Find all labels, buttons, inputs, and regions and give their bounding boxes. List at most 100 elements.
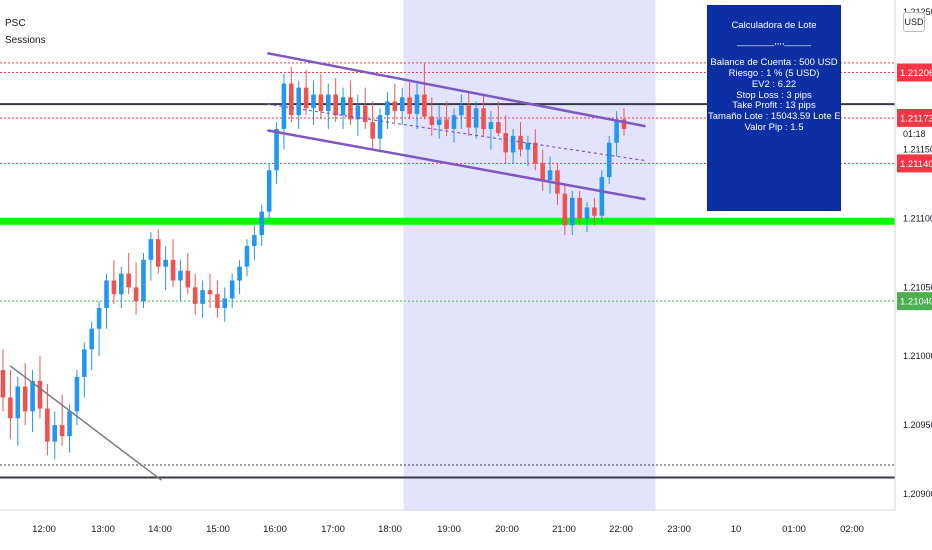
candle-body [340, 97, 346, 116]
candle-body [481, 108, 486, 129]
lot-calculator-panel: Calculadora de Lote _______,,,,_____ Bal… [707, 5, 841, 211]
candle-body [532, 142, 538, 164]
calculator-line-stop-loss: Stop Loss : 3 pips [736, 90, 812, 101]
candle-body [399, 97, 405, 112]
candle-body [289, 83, 294, 116]
candle-body [52, 425, 58, 442]
indicator-label-sessions[interactable]: Sessions [5, 35, 46, 46]
price-badge-label: 1.21173 [900, 113, 932, 124]
candle-body [392, 101, 398, 112]
candle-body [466, 105, 472, 128]
candle-body [569, 197, 575, 226]
candle-body [414, 94, 420, 114]
candle-body [451, 115, 457, 129]
calculator-line-lot-size: Tamaño Lote : 15043.59 Lote Estandar [708, 111, 840, 122]
candle-body [599, 177, 605, 216]
candle-body [444, 119, 449, 129]
price-tick-label: 1.20950 [903, 420, 932, 430]
candle-body [185, 270, 191, 288]
candle-body [133, 287, 139, 302]
candle-body [518, 135, 523, 150]
time-axis-bg [0, 510, 932, 550]
channel-lower-line [267, 129, 646, 201]
session-area [403, 0, 656, 510]
price-axis-bg [895, 0, 932, 550]
price-tick-label: 1.21050 [903, 282, 932, 292]
price-tick-label: 1.21150 [903, 145, 932, 155]
candle-body [296, 87, 302, 116]
candle-body [303, 87, 309, 109]
calculator-separator: _______,,,,_____ [737, 36, 811, 47]
candle-body [259, 211, 265, 236]
time-tick-label: 18:00 [378, 524, 402, 535]
candle-body [30, 381, 35, 412]
currency-button[interactable]: USD [903, 12, 925, 32]
price-badge [897, 154, 932, 173]
candle-body [562, 193, 568, 226]
price-tick-label: 1.21000 [903, 351, 932, 361]
time-tick-label: 20:00 [495, 524, 519, 535]
candle-body [377, 115, 383, 139]
candle-body [503, 133, 509, 153]
candle-body [8, 397, 13, 419]
time-tick-label: 14:00 [148, 524, 172, 535]
candle-body [362, 105, 368, 123]
candle-body [148, 239, 154, 260]
price-tick-label: 1.21100 [903, 213, 932, 223]
calculator-line-pip-value: Valor Pip : 1.5 [744, 122, 804, 133]
candle-body [118, 273, 124, 295]
candle-body [200, 290, 205, 304]
time-tick-label: 19:00 [437, 524, 461, 535]
candle-body [614, 119, 619, 143]
candle-body [318, 94, 324, 112]
calculator-title: Calculadora de Lote [731, 21, 817, 31]
time-tick-label: 23:00 [667, 524, 691, 535]
time-tick-label: 02:00 [840, 524, 864, 535]
time-tick-label: 16:00 [263, 524, 287, 535]
trend-line [9, 365, 162, 481]
calculator-line-ev2: EV2 : 6.22 [751, 79, 797, 90]
time-tick-label: 15:00 [206, 524, 230, 535]
candle-body [178, 270, 183, 281]
time-tick-label: 12:00 [32, 524, 56, 535]
calculator-line-balance: Balance de Cuenta : 500 USD [710, 58, 838, 69]
candle-body [215, 294, 220, 309]
candle-body [274, 128, 279, 171]
candle-body [244, 246, 250, 267]
price-badge-label: 1.21206 [900, 68, 932, 79]
candle-body [45, 408, 50, 442]
calculator-line-risk: Riesgo : 1 % (5 USD) [728, 69, 820, 80]
candle-body [385, 101, 390, 116]
candle-body [207, 290, 213, 295]
candle-body [436, 119, 442, 125]
candle-body [355, 105, 361, 120]
time-tick-label: 13:00 [91, 524, 115, 535]
countdown-label: 01:18 [903, 129, 926, 139]
candle-body [126, 273, 131, 288]
candle-body [547, 170, 553, 180]
candle-body [606, 142, 612, 178]
channel-upper-line [267, 51, 646, 128]
candle-body [170, 259, 176, 281]
candle-body [348, 97, 353, 120]
indicator-label-psc[interactable]: PSC [5, 18, 26, 29]
candle-body [525, 142, 531, 150]
candle-body [67, 411, 72, 437]
candle-body [89, 328, 95, 350]
time-tick-label: 21:00 [552, 524, 576, 535]
candle-body [429, 116, 435, 125]
time-axis: 12:00 13:00 14:00 15:00 16:00 17:00 18:00 19:00… [0, 509, 932, 550]
price-badge-label: 1.21140 [900, 159, 932, 170]
candle-body [496, 122, 501, 134]
candle-body [104, 280, 109, 309]
candle-body [229, 280, 235, 299]
price-tick-label: 1.21250 [903, 7, 932, 17]
candle-body [333, 94, 338, 116]
candle-body [281, 83, 287, 129]
candle-body [459, 105, 464, 116]
candle-body [111, 280, 117, 295]
candle-body [370, 122, 375, 139]
candle-body [621, 119, 627, 129]
time-tick-label: 22:00 [609, 524, 633, 535]
candle-body [155, 239, 161, 267]
